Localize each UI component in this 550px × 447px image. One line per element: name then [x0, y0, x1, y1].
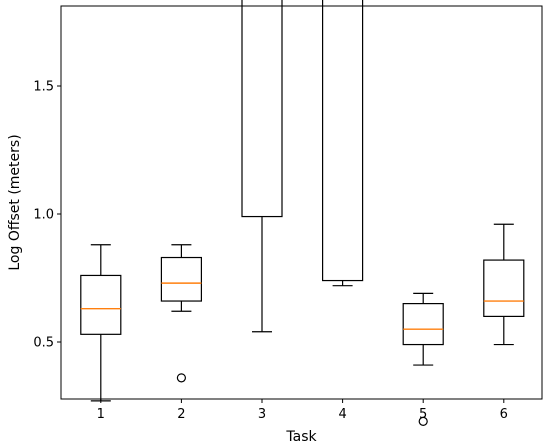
- box-task-4: [322, 0, 364, 287]
- y-axis-label: Log Offset (meters): [7, 134, 23, 270]
- x-axis-ticks: 1 2 3 4 5 6: [97, 399, 508, 422]
- x-tick-label: 5: [419, 407, 427, 422]
- x-axis-label: Task: [285, 429, 317, 445]
- box-task-5: [402, 292, 444, 426]
- y-axis-ticks: 0.51.01.52.02.53.0: [33, 80, 61, 351]
- y-tick-label: 0.5: [33, 336, 54, 351]
- x-tick-label: 4: [338, 407, 346, 422]
- box-iqr: [402, 303, 444, 346]
- box-task-2: [160, 244, 202, 383]
- x-tick-label: 3: [258, 407, 266, 422]
- outlier-point: [418, 416, 428, 426]
- x-tick-label: 2: [177, 407, 185, 422]
- x-tick-label: 6: [500, 407, 508, 422]
- box-task-6: [483, 223, 525, 346]
- box-iqr: [322, 0, 364, 282]
- box-iqr: [160, 256, 202, 302]
- outlier-point: [176, 373, 186, 383]
- plot-area: [80, 0, 525, 426]
- box-iqr: [80, 274, 122, 335]
- box-task-1: [80, 244, 122, 402]
- y-tick-label: 1.5: [33, 80, 54, 95]
- box-iqr: [483, 259, 525, 317]
- y-tick-label: 1.0: [33, 208, 54, 223]
- plot-frame: [60, 5, 543, 400]
- x-tick-label: 1: [97, 407, 105, 422]
- box-iqr: [241, 0, 283, 218]
- box-task-3: [241, 0, 283, 333]
